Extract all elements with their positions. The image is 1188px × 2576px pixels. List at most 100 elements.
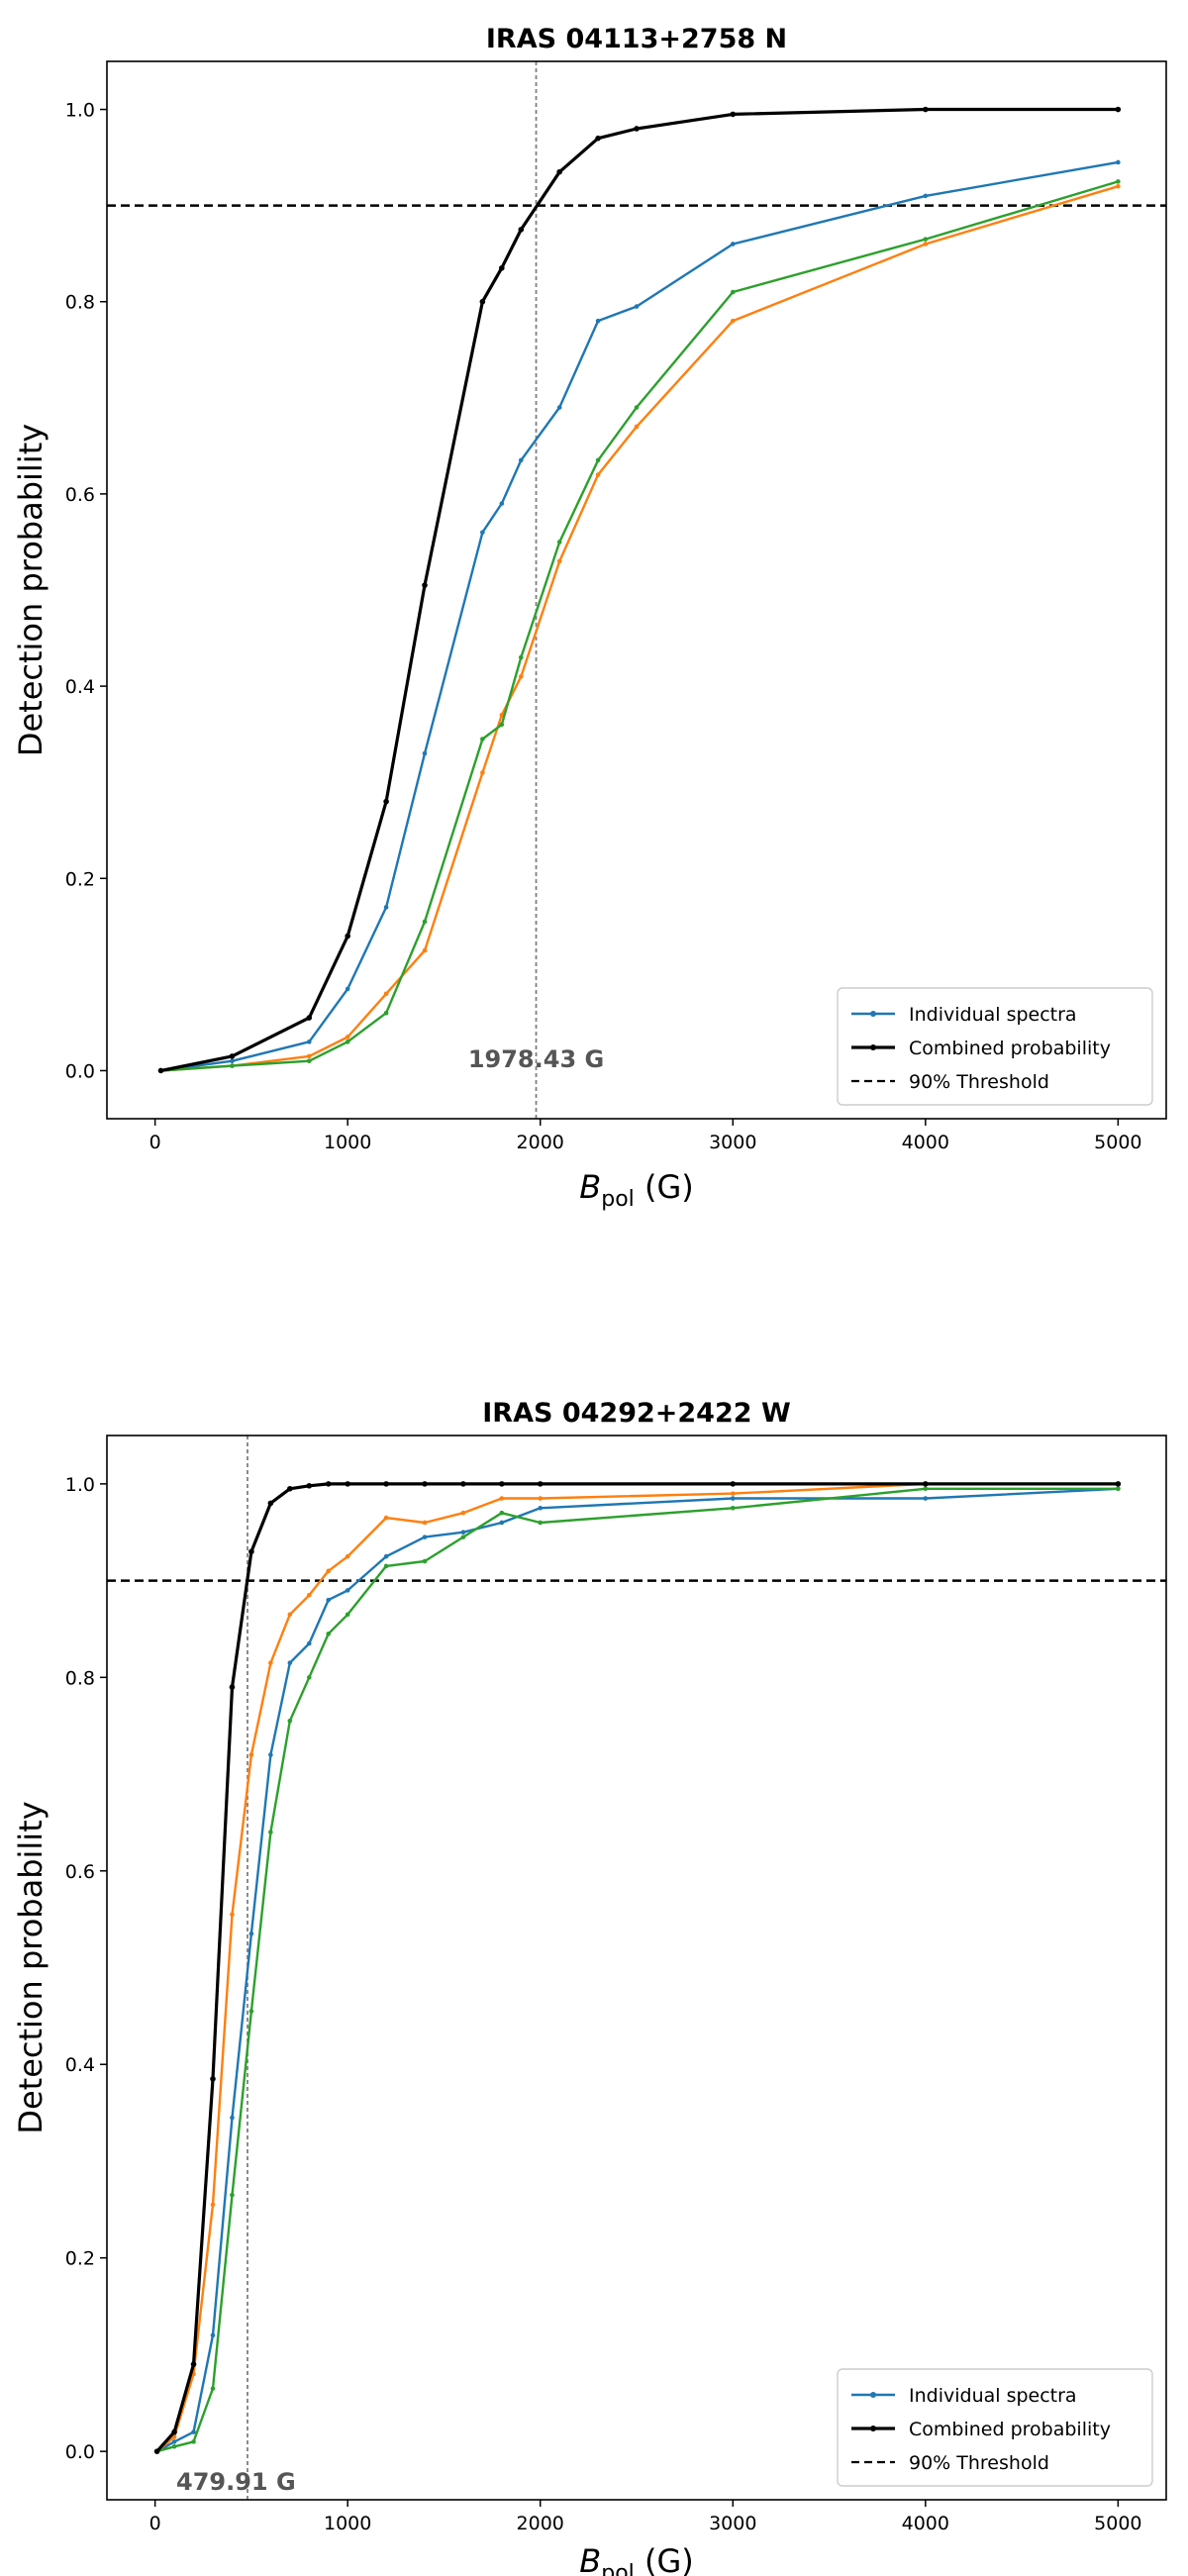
chart-0-series-combined-point-10 xyxy=(595,135,601,142)
chart-1-series-combined-point-7 xyxy=(287,1485,293,1492)
chart-1-series-combined-point-18 xyxy=(1115,1481,1122,1487)
chart-1-legend-marker-0 xyxy=(870,2392,876,2398)
chart-1-series-combined-point-3 xyxy=(210,2076,216,2082)
chart-1-xtick-label-5: 5000 xyxy=(1094,2513,1141,2534)
chart-0-legend: Individual spectra Combined probability 90… xyxy=(837,987,1153,1106)
chart-0-series-spectrum-3-point-13 xyxy=(923,237,929,242)
chart-1-series-combined-point-1 xyxy=(171,2428,177,2435)
chart-0-series-spectrum-3-point-4 xyxy=(383,1010,389,1016)
chart-1-series-spectrum-2-point-13 xyxy=(460,1510,466,1516)
chart-0-series-spectrum-2-point-14 xyxy=(1116,183,1121,189)
chart-1-series-spectrum-3-point-13 xyxy=(460,1535,466,1539)
chart-0-series-spectrum-1-point-14 xyxy=(1116,159,1121,165)
chart-1-series-combined-point-16 xyxy=(730,1481,737,1487)
chart-0-legend-label-0: Individual spectra xyxy=(909,1004,1077,1026)
chart-1-series-spectrum-3-point-11 xyxy=(383,1563,389,1569)
chart-0-xtick-label-3: 3000 xyxy=(709,1132,756,1153)
chart-0-series-spectrum-2-point-8 xyxy=(518,674,524,679)
chart-0-series-spectrum-1-point-1 xyxy=(230,1058,235,1064)
chart-0-series-spectrum-3-point-10 xyxy=(595,457,601,463)
chart-0-series-spectrum-1-line xyxy=(160,160,1119,1072)
chart-1-series-spectrum-1-point-15 xyxy=(538,1505,544,1511)
chart-0-ytick-label-0: 0.0 xyxy=(65,1060,95,1082)
chart-1-legend-box xyxy=(837,2368,1153,2487)
chart-0-series-combined-point-5 xyxy=(422,582,428,588)
chart-1-legend: Individual spectra Combined probability 90… xyxy=(837,2368,1153,2487)
chart-0-series-spectrum-2-point-11 xyxy=(634,424,640,430)
chart-0-legend-box xyxy=(837,987,1153,1106)
chart-0-xlabel-main: B xyxy=(579,1168,601,1206)
chart-1-series-spectrum-2-point-7 xyxy=(287,1612,293,1618)
chart-0-annotation: 1978.43 G xyxy=(468,1045,604,1073)
chart-0-series-combined-point-7 xyxy=(499,264,505,271)
chart-1-series-combined-point-11 xyxy=(383,1481,389,1487)
chart-0-series-spectrum-2-point-7 xyxy=(499,712,505,718)
chart-1-xtick-label-0: 0 xyxy=(149,2513,161,2534)
chart-1-legend-marker-1 xyxy=(870,2426,876,2431)
chart-1-series-spectrum-1-point-14 xyxy=(499,1520,505,1526)
chart-0-series-spectrum-1-point-7 xyxy=(499,501,505,506)
chart-1-plot-area xyxy=(107,1436,1166,2500)
chart-1-xlabel-sub: pol xyxy=(601,2561,635,2576)
chart-0-series-spectrum-1-point-12 xyxy=(730,242,736,247)
chart-1-series-spectrum-2-point-14 xyxy=(499,1496,505,1501)
chart-0-series-spectrum-3-point-2 xyxy=(306,1058,312,1064)
chart-0-legend-marker-0 xyxy=(870,1011,876,1017)
chart-1-ytick-label-5: 1.0 xyxy=(65,1474,95,1496)
chart-1-xlabel: Bpol (G) xyxy=(579,2542,693,2576)
chart-0-plot-area xyxy=(107,61,1166,1119)
chart-1-series-spectrum-3-point-7 xyxy=(287,1718,293,1724)
chart-1-series-spectrum-1-point-5 xyxy=(248,1931,254,1936)
chart-1-xtick-label-1: 1000 xyxy=(324,2513,371,2534)
chart-0-series-combined-point-13 xyxy=(923,106,929,113)
chart-0-legend-marker-1 xyxy=(870,1044,876,1050)
chart-1-series-spectrum-1-point-12 xyxy=(422,1535,428,1539)
chart-0-series-spectrum-1-point-5 xyxy=(422,750,428,756)
chart-0-series-combined-point-4 xyxy=(383,798,389,805)
chart-0-series-spectrum-3-point-6 xyxy=(480,737,485,742)
chart-0-series-spectrum-2-point-12 xyxy=(730,318,736,324)
chart-0-series-combined-point-14 xyxy=(1115,106,1122,113)
chart-1-series-spectrum-1-point-11 xyxy=(383,1553,389,1559)
chart-0-series-spectrum-3-point-8 xyxy=(518,654,524,660)
chart-1-series-spectrum-1-point-6 xyxy=(268,1752,273,1757)
chart-1-series-spectrum-3-point-17 xyxy=(923,1486,929,1492)
chart-0-ytick-label-5: 1.0 xyxy=(65,100,95,122)
chart-1-series-spectrum-2-point-15 xyxy=(538,1496,544,1501)
chart-0-xlabel: Bpol (G) xyxy=(579,1168,693,1212)
chart-1-series-spectrum-1-point-13 xyxy=(460,1530,466,1536)
chart-bottom: IRAS 04292+2422 W 0 1000 2000 3000 4000 5000 0.… xyxy=(12,1398,1167,2576)
chart-0-xlabel-sub: pol xyxy=(601,1187,635,1212)
chart-1-series-spectrum-1-point-9 xyxy=(326,1597,332,1603)
chart-0-series-spectrum-2-line xyxy=(160,185,1119,1072)
chart-0-ytick-label-3: 0.6 xyxy=(65,484,95,506)
chart-1-series-spectrum-2-point-11 xyxy=(383,1515,389,1521)
chart-1-series-spectrum-3-point-5 xyxy=(248,2009,254,2014)
chart-1-series-spectrum-3-line xyxy=(156,1487,1119,2453)
chart-0-series-spectrum-1-point-11 xyxy=(634,304,640,309)
chart-0-series-spectrum-1-point-13 xyxy=(923,193,929,199)
chart-0-series-spectrum-2-point-3 xyxy=(345,1035,350,1040)
chart-1-legend-label-2: 90% Threshold xyxy=(909,2452,1049,2474)
chart-0-series-combined-point-11 xyxy=(634,126,640,132)
chart-1-series-combined-point-5 xyxy=(248,1548,254,1555)
chart-1-axes-frame xyxy=(106,1435,1167,2501)
chart-1-annotation: 479.91 G xyxy=(176,2468,296,2496)
chart-0-series-spectrum-3-point-3 xyxy=(345,1040,350,1044)
chart-0-legend-label-1: Combined probability xyxy=(909,1038,1111,1059)
chart-1-series-spectrum-3-point-10 xyxy=(345,1612,350,1618)
chart-0-series-spectrum-1-point-10 xyxy=(595,318,601,324)
chart-1-ylabel: Detection probability xyxy=(12,1801,50,2133)
chart-0-series-spectrum-1-point-9 xyxy=(556,405,562,410)
chart-0-ylabel: Detection probability xyxy=(12,424,50,756)
chart-1-series-spectrum-2-point-12 xyxy=(422,1520,428,1526)
chart-0-series-combined-point-3 xyxy=(345,933,350,940)
chart-0-ytick-label-4: 0.8 xyxy=(65,292,95,314)
chart-0-series-combined-point-0 xyxy=(157,1067,164,1074)
chart-1-ytick-label-1: 0.2 xyxy=(65,2248,95,2270)
chart-1-ytick-label-4: 0.8 xyxy=(65,1667,95,1689)
chart-1-series-spectrum-3-point-6 xyxy=(268,1830,273,1834)
chart-0-series-spectrum-2-point-6 xyxy=(480,770,485,775)
chart-1-series-combined-point-10 xyxy=(345,1481,350,1487)
chart-0-xtick-label-2: 2000 xyxy=(517,1132,564,1153)
